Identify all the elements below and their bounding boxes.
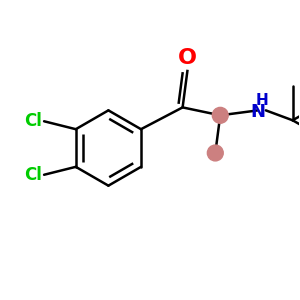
Text: Cl: Cl: [24, 166, 42, 184]
Text: Cl: Cl: [24, 112, 42, 130]
Circle shape: [207, 145, 223, 161]
Text: O: O: [178, 48, 197, 68]
Text: H: H: [256, 93, 268, 108]
Text: N: N: [250, 103, 266, 122]
Circle shape: [212, 107, 228, 123]
